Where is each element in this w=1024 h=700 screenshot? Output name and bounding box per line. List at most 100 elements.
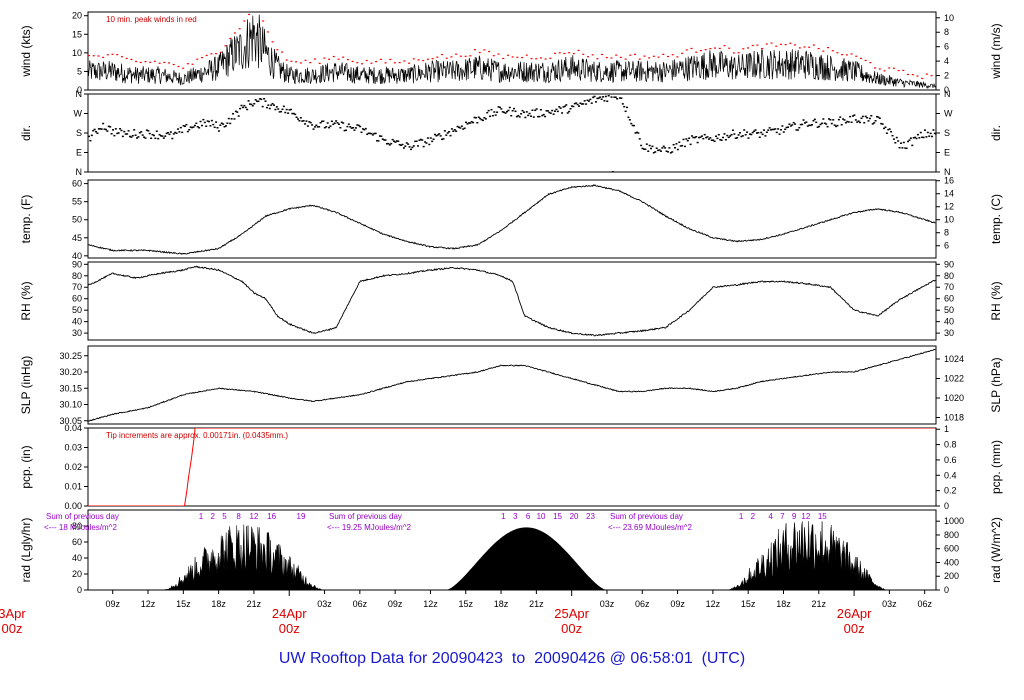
dir-point — [339, 126, 342, 129]
dir-point — [285, 108, 288, 111]
footer-timestamp: @ 06:58:01 (UTC) — [605, 650, 746, 667]
dir-point — [723, 133, 726, 135]
dir-point — [633, 124, 636, 127]
dir-point — [265, 106, 268, 109]
dir-point — [143, 136, 146, 138]
dir-point — [511, 109, 514, 112]
dir-point — [621, 103, 624, 105]
dir-point — [418, 139, 421, 142]
daily-sum-title: Sum of previous day — [610, 512, 683, 521]
dir-point — [604, 95, 607, 98]
dir-point — [361, 128, 364, 130]
dir-point — [681, 144, 684, 147]
slp-line — [88, 348, 936, 422]
dir-point — [616, 98, 619, 100]
panel-wind: 0 5 10 15 20 0 2 4 6 8 10 wind (kts) wind (m/s) 10 mi… — [19, 11, 1003, 95]
dir-point — [716, 137, 719, 140]
ytick-label-right-rad: 800 — [944, 530, 959, 540]
dir-point — [152, 134, 155, 137]
dir-point — [340, 121, 343, 124]
dir-point — [271, 102, 274, 105]
dir-point — [168, 133, 171, 136]
dir-point — [813, 118, 816, 121]
dir-point — [116, 132, 119, 135]
dir-point — [874, 120, 877, 122]
dir-point — [330, 120, 333, 123]
daily-sum-value: <--- 18 MJoules/m^2 — [44, 523, 117, 532]
dir-point — [729, 135, 732, 137]
dir-point — [179, 126, 182, 129]
hour-label: 8 — [236, 512, 241, 521]
ytick-label-left-dir: N — [76, 89, 83, 99]
dir-point — [795, 129, 798, 131]
dir-point — [251, 105, 254, 107]
dir-point — [236, 111, 239, 113]
rad-area-day-3 — [728, 521, 888, 590]
dir-point — [517, 114, 520, 117]
dir-point — [97, 128, 100, 130]
series-slp — [88, 348, 936, 422]
dir-point — [847, 121, 850, 123]
dir-point — [576, 103, 579, 106]
ytick-label-right-temp: 8 — [944, 228, 949, 238]
dir-point — [853, 114, 856, 116]
dir-point — [809, 124, 812, 127]
annotation-pcp: Tip increments are approx. 0.00171in. (0… — [106, 431, 288, 440]
dir-point — [592, 96, 595, 99]
dir-point — [425, 142, 428, 144]
dir-point — [757, 131, 760, 134]
dir-point — [863, 122, 866, 124]
dir-point — [377, 140, 380, 142]
dir-point — [162, 137, 165, 139]
dir-point — [899, 142, 902, 144]
dir-point — [445, 134, 448, 136]
dir-point — [518, 116, 521, 118]
dir-point — [306, 125, 309, 127]
dir-point — [624, 110, 627, 113]
ytick-label-left-dir: S — [76, 128, 82, 138]
dir-point — [305, 120, 308, 122]
dir-point — [891, 134, 894, 137]
dir-point — [217, 130, 220, 132]
dir-point — [582, 103, 585, 105]
dir-point — [246, 108, 249, 111]
dir-point — [586, 99, 589, 102]
dir-point — [287, 112, 290, 114]
dir-point — [641, 147, 644, 150]
dir-point — [308, 121, 311, 123]
dir-point — [905, 147, 908, 150]
dir-point — [260, 98, 263, 101]
dir-point — [844, 122, 847, 124]
dir-point — [544, 115, 547, 118]
dir-point — [702, 137, 705, 140]
dir-point — [322, 120, 325, 122]
dir-point — [524, 116, 527, 119]
ytick-label-left-rh: 80 — [72, 271, 82, 281]
panel-frame-rh — [87, 261, 937, 341]
dir-point — [875, 115, 878, 118]
dir-point — [537, 115, 540, 118]
dir-point — [908, 139, 911, 141]
dir-point — [678, 141, 681, 144]
dir-point — [618, 97, 621, 99]
dir-point — [634, 132, 637, 134]
dir-point — [545, 110, 548, 112]
ytick-label-right-temp: 16 — [944, 176, 954, 186]
dir-point — [672, 143, 675, 146]
dir-point — [127, 130, 130, 132]
dir-point — [796, 129, 799, 131]
ytick-label-left-dir: E — [76, 148, 82, 158]
dir-point — [354, 127, 357, 129]
hour-label: 9 — [792, 512, 797, 521]
ytick-label-right-rad: 600 — [944, 544, 959, 554]
ytick-label-left-rad: 0 — [77, 585, 82, 595]
date-label-day: 25Apr — [554, 606, 589, 621]
ylabel-left-dir: dir. — [19, 125, 33, 141]
dir-point — [897, 140, 900, 142]
dir-point — [465, 121, 468, 124]
dir-point — [541, 114, 544, 117]
dir-point — [740, 135, 743, 138]
dir-point — [761, 133, 764, 136]
dir-point — [456, 125, 459, 128]
